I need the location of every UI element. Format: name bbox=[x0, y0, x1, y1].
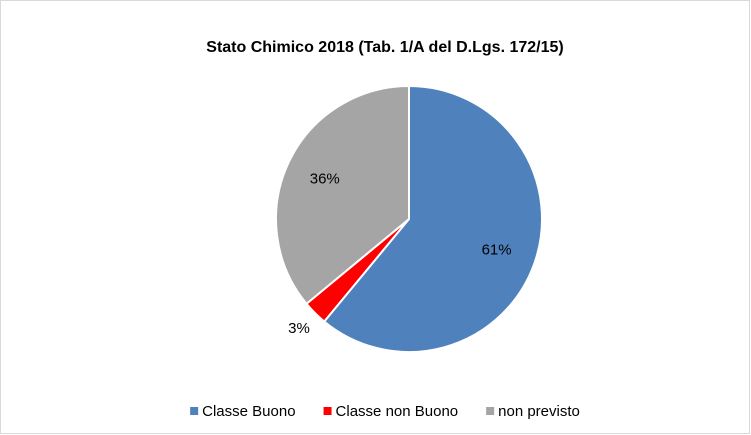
legend-swatch bbox=[323, 407, 332, 415]
legend-label: non previsto bbox=[498, 403, 580, 420]
pie-slice bbox=[275, 84, 410, 306]
legend-label: Classe Buono bbox=[202, 403, 295, 420]
chart-title: Stato Chimico 2018 (Tab. 1/A del D.Lgs. … bbox=[206, 39, 563, 56]
data-label: 61% bbox=[482, 242, 512, 259]
legend-label: Classe non Buono bbox=[336, 403, 459, 420]
pie-slice bbox=[322, 84, 543, 353]
legend-swatch bbox=[190, 407, 199, 415]
data-label: 3% bbox=[288, 320, 310, 337]
legend-swatch bbox=[486, 407, 495, 415]
data-label: 36% bbox=[310, 170, 340, 187]
